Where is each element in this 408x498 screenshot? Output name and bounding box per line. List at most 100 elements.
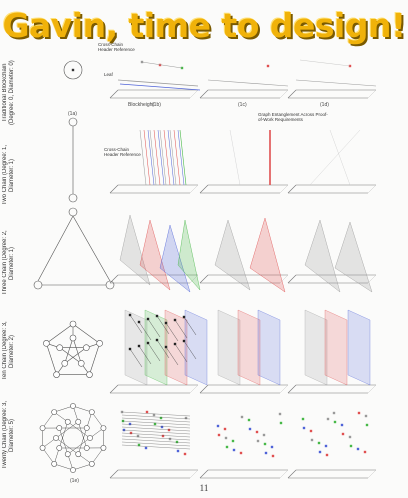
row5-block-dot [325, 453, 329, 457]
row2-cross-link [159, 129, 167, 186]
row5-block-dot [223, 427, 227, 431]
row3-panel1-z-axis-far [279, 274, 289, 284]
row4-cross-link [129, 348, 143, 368]
row5-block-dot [224, 436, 228, 440]
single-chain-center-dot [71, 68, 75, 72]
row3-panel1-z-axis [199, 274, 209, 284]
row2-panel0-z-axis [109, 184, 119, 194]
row5-block-dot [332, 411, 336, 415]
row5-cross-link [121, 444, 191, 450]
row5-block-dot [340, 423, 344, 427]
row4-cross-link [129, 314, 143, 334]
row5-block-dot [318, 450, 322, 454]
three-chain-edge [37, 215, 74, 282]
twenty-chain-node [70, 467, 76, 473]
row4-cross-link [165, 322, 179, 342]
row4-cross-link [174, 319, 188, 339]
twenty-chain-node [64, 418, 71, 425]
row3-plane [159, 224, 191, 293]
row5-block-dot [128, 422, 132, 426]
twenty-chain-node [87, 435, 93, 441]
row4-panel0-z-axis-far [189, 384, 199, 394]
panel-label-1d: (1d) [320, 102, 329, 108]
row2-cross-link [329, 129, 351, 186]
row5-cross-link [121, 420, 191, 426]
panel-label-1c: (1c) [238, 102, 247, 108]
twenty-chain-edge [78, 421, 87, 449]
row5-cross-link [121, 417, 191, 423]
row5-cross-link [121, 441, 191, 447]
row3-plane [214, 219, 251, 291]
row5-block-dot [348, 435, 352, 439]
twenty-chain-node [83, 445, 90, 451]
twenty-chain-edge [67, 421, 91, 439]
row5-cross-link [121, 432, 191, 438]
row4-plane [257, 309, 281, 386]
row5-block-dot [161, 434, 165, 438]
row5-block-dot [216, 424, 220, 428]
twenty-chain-edge [54, 463, 74, 471]
twenty-chain-node [53, 435, 59, 441]
row5-block-dot [263, 442, 267, 446]
ten-chain-edge [59, 347, 82, 364]
row4-cross-link [156, 315, 170, 335]
row4-cross-link [138, 321, 152, 341]
row5-block-dot [271, 454, 275, 458]
row1-panel1-z-axis-far [279, 89, 289, 99]
row5-block-dot [183, 452, 187, 456]
row1-chain-link [299, 59, 351, 67]
row5-block-dot [232, 448, 236, 452]
row5-panel1-z-axis [199, 469, 209, 479]
row5-block-dot [175, 440, 179, 444]
ten-chain-node [77, 360, 85, 367]
row2-cross-link [177, 129, 185, 186]
ten-chain-edge [72, 337, 82, 364]
row2-cross-link [147, 129, 155, 186]
row5-block-dot [159, 416, 163, 420]
row4-plane [164, 309, 188, 386]
row2-cross-link [163, 129, 171, 186]
three-chain-node-top [68, 207, 78, 217]
twenty-chain-node [100, 444, 107, 451]
ten-chain-node [83, 344, 90, 351]
annotation-graph-entanglement: Graph Entanglement Across Proof-of-Work … [258, 112, 328, 122]
twenty-chain-edge [59, 427, 68, 455]
row2-panel2-z-axis [287, 184, 297, 194]
row3-plane [119, 214, 151, 286]
twenty-chain-node [88, 460, 95, 467]
row5-block-dot [364, 414, 368, 418]
row5-block-dot [256, 439, 260, 443]
row5-block-dot [217, 433, 221, 437]
twenty-chain-node [100, 425, 107, 432]
row5-panel0-z-axis-far [189, 469, 199, 479]
row4-plane [217, 309, 241, 386]
row3-plane [139, 219, 171, 291]
row5-block-dot [144, 446, 148, 450]
twenty-chain-node [83, 425, 90, 431]
row5-block-dot [279, 421, 283, 425]
row5-block-dot [349, 444, 353, 448]
twenty-chain-node [51, 460, 58, 467]
row2-panel1-z-axis-far [279, 184, 289, 194]
row4-cross-link [174, 343, 188, 363]
row5-block-dot [309, 429, 313, 433]
row5-block-dot [176, 449, 180, 453]
row1-block-dot [266, 64, 270, 68]
row5-panel2-z-axis [287, 469, 297, 479]
row5-block-dot [270, 445, 274, 449]
row4-panel1-z-axis [199, 384, 209, 394]
twenty-chain-edge [72, 405, 92, 413]
two-chain-node-top [68, 117, 78, 127]
row5-block-dot [278, 412, 282, 416]
row5-block-dot [310, 438, 314, 442]
twenty-chain-edge [91, 411, 104, 429]
row1-panel0-z-axis-far [189, 89, 199, 99]
ten-chain-node [96, 340, 103, 347]
two-chain-node-bottom [68, 193, 78, 203]
row3-plane [249, 217, 286, 293]
row5-block-dot [153, 422, 157, 426]
row5-block-dot [317, 441, 321, 445]
row5-block-dot [152, 413, 156, 417]
row5-panel2-z-axis-far [367, 469, 377, 479]
